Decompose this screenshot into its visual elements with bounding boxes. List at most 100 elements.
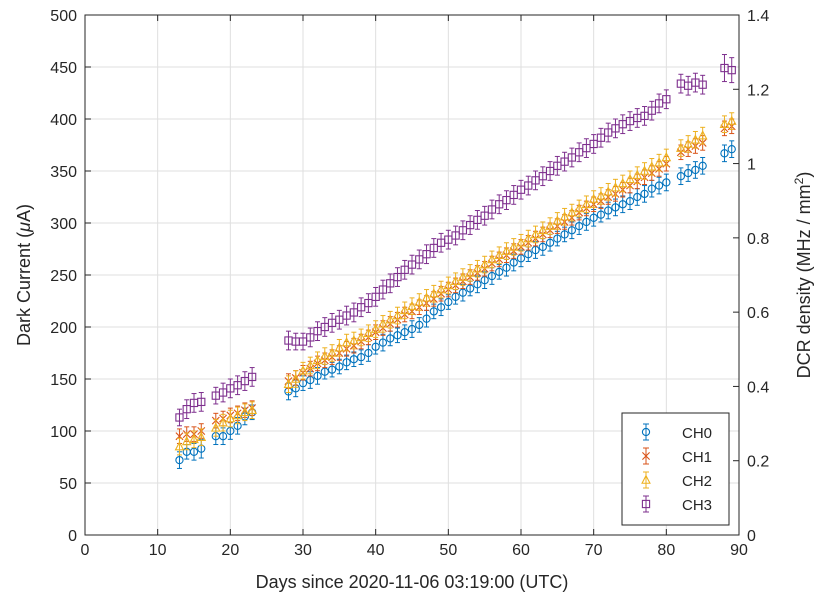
data-point [523,233,534,243]
data-point [175,455,184,465]
data-point [537,224,548,235]
data-point [691,165,700,175]
data-point [196,431,207,442]
y2-tick-label: 0.4 [747,379,769,396]
data-point [639,165,650,175]
data-point [501,245,512,255]
data-point [553,234,562,243]
data-point [524,250,533,259]
data-point [422,250,431,259]
data-point [647,184,656,193]
data-point [574,202,585,213]
data-point [436,303,446,312]
legend-label-ch2: CH2 [682,473,712,490]
y2-axis-label: DCR density (MHz / mm2) [792,172,814,379]
data-point [662,95,671,104]
data-point [683,138,694,148]
data-point [502,195,511,205]
data-point [640,189,649,199]
y2-tick-label: 0 [747,528,756,545]
data-point [356,353,366,362]
data-point [443,279,454,290]
data-point [480,211,489,220]
y2-axis-label-after: ) [794,172,814,178]
legend-marker-ch0 [641,427,651,437]
data-point [720,149,729,158]
data-point [574,148,584,157]
data-point [604,206,613,215]
x-axis-label: Days since 2020-11-06 03:19:00 (UTC) [256,572,569,592]
data-point [458,226,468,235]
y-axis-label-after: A) [14,204,34,222]
legend: CH0 CH1 CH2 CH3 [621,412,730,526]
data-point [327,347,337,357]
y-axis-label-mu: μ [14,222,34,233]
data-point [407,300,417,310]
legend-marker-ch2 [641,474,651,484]
data-point [473,215,482,225]
data-point [451,231,460,240]
y-axis-label: Dark Current (μA) [14,204,34,346]
data-point [487,205,497,214]
data-point [189,447,199,456]
x-tick-label: 10 [149,542,167,559]
data-point [239,406,250,417]
data-point [306,375,315,385]
y-tick-label: 100 [50,424,77,441]
data-point [531,176,540,185]
data-point [567,153,577,162]
data-point [312,354,323,365]
data-point [473,280,482,289]
y2-tick-label: 1 [747,157,756,174]
data-point [451,292,460,301]
data-point [633,192,642,202]
data-point [189,433,199,444]
y2-tick-label: 1.2 [747,82,769,99]
data-point [625,197,635,206]
data-point [465,284,475,293]
data-point [232,409,243,420]
data-point [727,145,736,154]
y-tick-label: 500 [50,8,77,25]
data-point [530,228,541,239]
data-point [197,397,206,407]
data-point [334,342,345,352]
data-point [428,288,439,298]
legend-label-ch3: CH3 [682,497,712,514]
data-point [436,284,446,294]
data-point [378,318,388,328]
data-point [727,65,736,75]
data-point [676,172,686,181]
data-point [218,388,228,397]
data-point [589,213,598,222]
data-point [661,151,672,162]
data-point [654,181,664,190]
x-tick-label: 60 [512,542,530,559]
data-point [175,413,184,422]
data-point [364,298,373,308]
data-point [341,337,352,347]
data-point [233,381,242,390]
data-point [675,142,686,152]
data-point [218,417,228,427]
data-point [495,267,504,277]
data-point [415,255,424,264]
data-point [393,331,402,340]
x-tick-label: 0 [81,542,90,559]
data-point [335,315,344,324]
y-tick-label: 400 [50,112,77,129]
data-point [581,198,592,209]
data-point [697,130,708,140]
data-point [502,263,511,272]
data-point [400,328,409,337]
data-point [371,292,380,301]
axis-ticks: 0 10 20 30 40 50 60 70 80 90050100150200250300350… [50,8,769,559]
data-point [553,161,562,170]
data-point [421,292,432,302]
data-point [393,272,402,282]
data-point [495,200,504,209]
x-tick-label: 40 [367,542,385,559]
data-point [290,373,301,383]
data-point [174,441,185,451]
